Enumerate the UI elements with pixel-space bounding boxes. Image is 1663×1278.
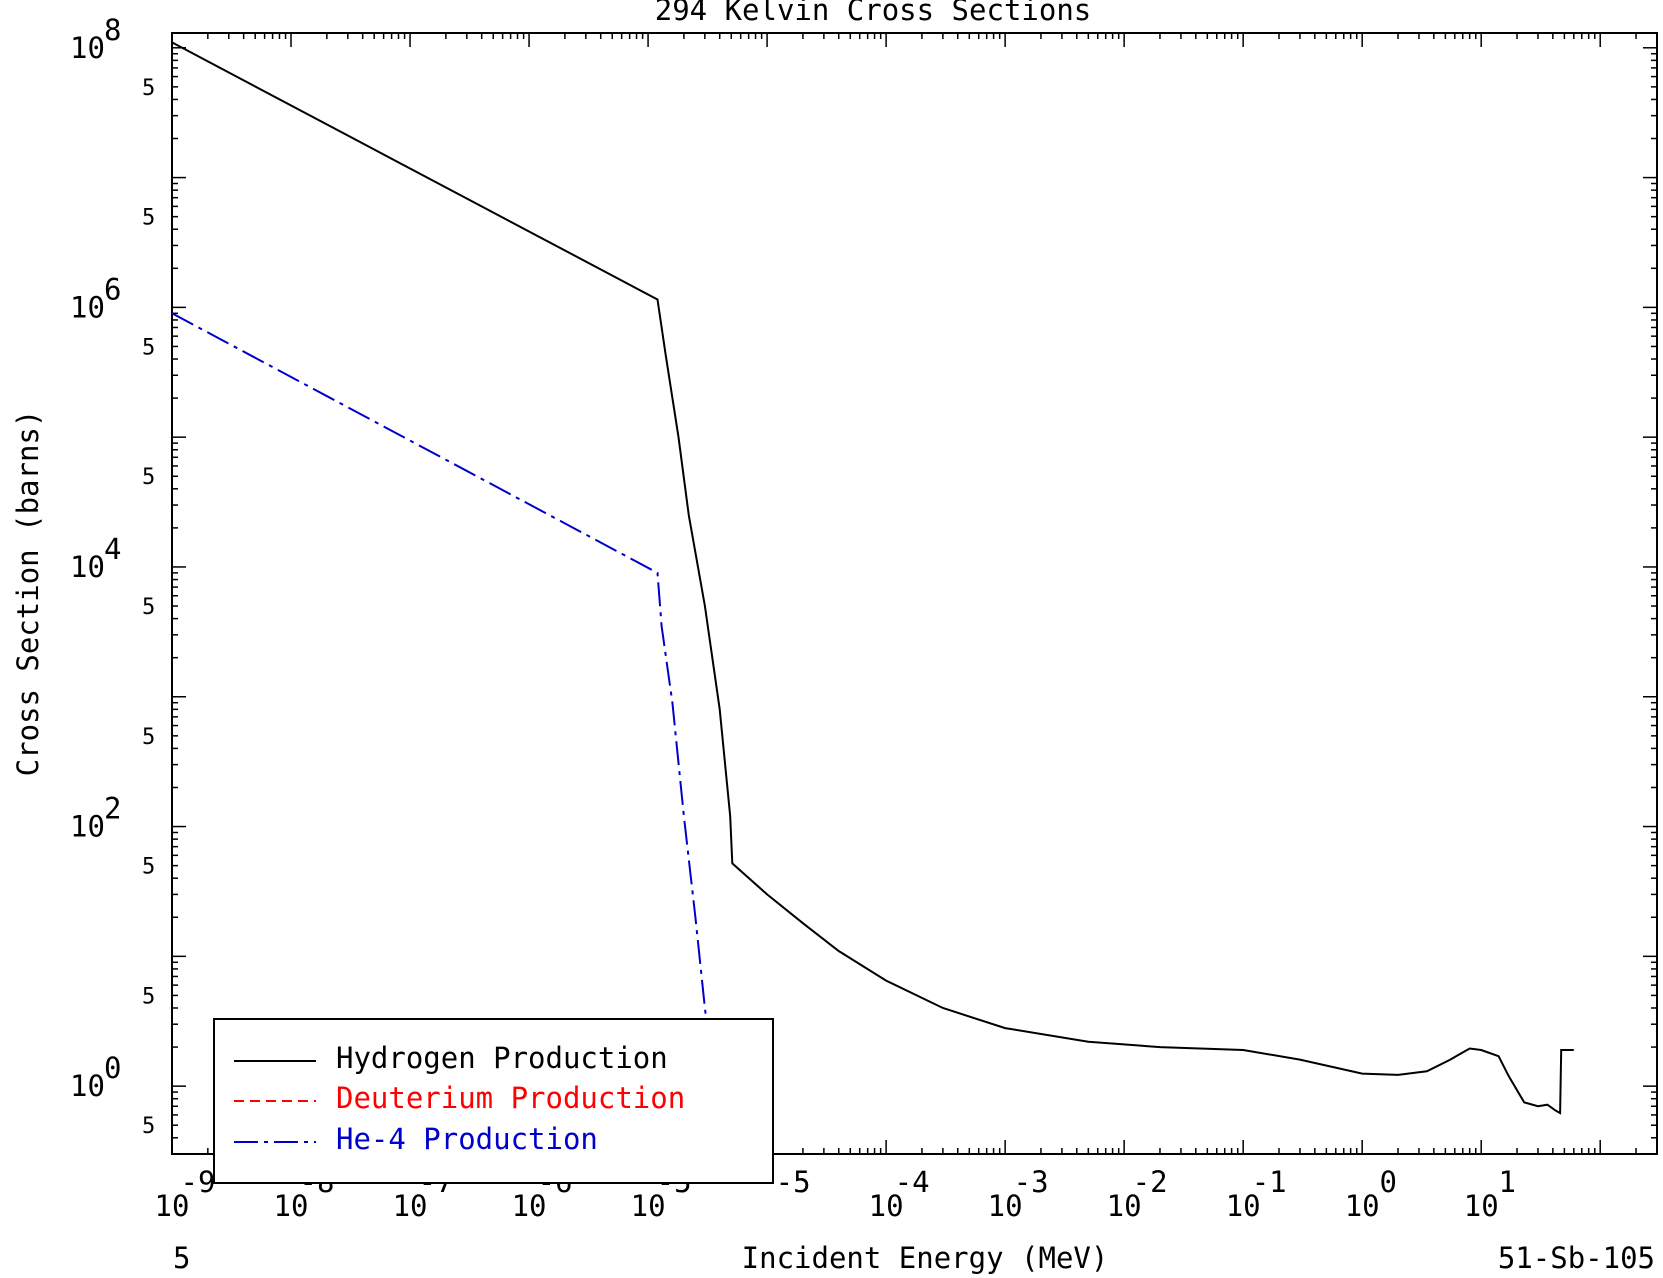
chart-title: 294 Kelvin Cross Sections (655, 0, 1092, 27)
x-tick-exponent: -2 (1133, 1165, 1168, 1199)
y-tick-exponent: 0 (104, 1051, 121, 1085)
y-minor-label: 5 (142, 465, 155, 490)
x-tick-exponent: 1 (1498, 1165, 1515, 1199)
x-tick-label: 10 (869, 1189, 904, 1223)
x-tick-label: 10 (1107, 1189, 1142, 1223)
x-tick-exponent: -4 (895, 1165, 930, 1199)
y-minor-label: 5 (142, 855, 155, 880)
plot-frame (171, 32, 1658, 1155)
y-tick-label: 10 (70, 290, 105, 324)
y-minor-label: 5 (142, 725, 155, 750)
y-minor-label: 5 (142, 76, 155, 101)
y-minor-label: 5 (142, 335, 155, 360)
footer-left-label: 5 (173, 1241, 190, 1275)
axis-ticks (171, 33, 1658, 1155)
y-tick-label: 10 (70, 1069, 105, 1103)
y-tick-label: 10 (70, 31, 105, 65)
series-layer (171, 41, 1574, 1155)
x-tick-label: 10 (512, 1189, 547, 1223)
x-axis-label: Incident Energy (MeV) (742, 1241, 1109, 1275)
y-tick-exponent: 2 (104, 792, 121, 826)
y-minor-label: 5 (142, 206, 155, 231)
y-tick-exponent: 4 (104, 532, 121, 566)
x-tick-label: 10 (155, 1189, 190, 1223)
x-tick-label: 10 (274, 1189, 309, 1223)
x-tick-exponent: -9 (181, 1165, 216, 1199)
x-tick-exponent: 0 (1379, 1165, 1396, 1199)
y-minor-label: 5 (142, 984, 155, 1009)
y-tick-exponent: 6 (104, 272, 121, 306)
material-label: 51-Sb-105 (1498, 1241, 1655, 1275)
x-tick-exponent: -3 (1014, 1165, 1049, 1199)
y-tick-label: 10 (70, 550, 105, 584)
y-minor-label: 5 (142, 1114, 155, 1139)
x-tick-label: 10 (1345, 1189, 1380, 1223)
legend-label-deuterium: Deuterium Production (336, 1081, 685, 1115)
x-tick-label: 10 (1464, 1189, 1499, 1223)
x-tick-exponent: -5 (776, 1165, 811, 1199)
x-tick-exponent: -1 (1252, 1165, 1287, 1199)
y-tick-exponent: 8 (104, 13, 121, 47)
x-tick-label: 10 (631, 1189, 666, 1223)
y-tick-label: 10 (70, 810, 105, 844)
legend: Hydrogen Production Deuterium Production… (213, 1018, 774, 1184)
x-tick-label: 10 (393, 1189, 428, 1223)
x-tick-label: 10 (988, 1189, 1023, 1223)
legend-label-hydrogen: Hydrogen Production (336, 1041, 668, 1075)
y-minor-label: 5 (142, 595, 155, 620)
x-tick-label: 10 (1226, 1189, 1261, 1223)
y-axis-label: Cross Section (barns) (11, 410, 45, 777)
series-line-0 (171, 41, 1574, 1115)
legend-label-he4: He-4 Production (336, 1122, 598, 1156)
